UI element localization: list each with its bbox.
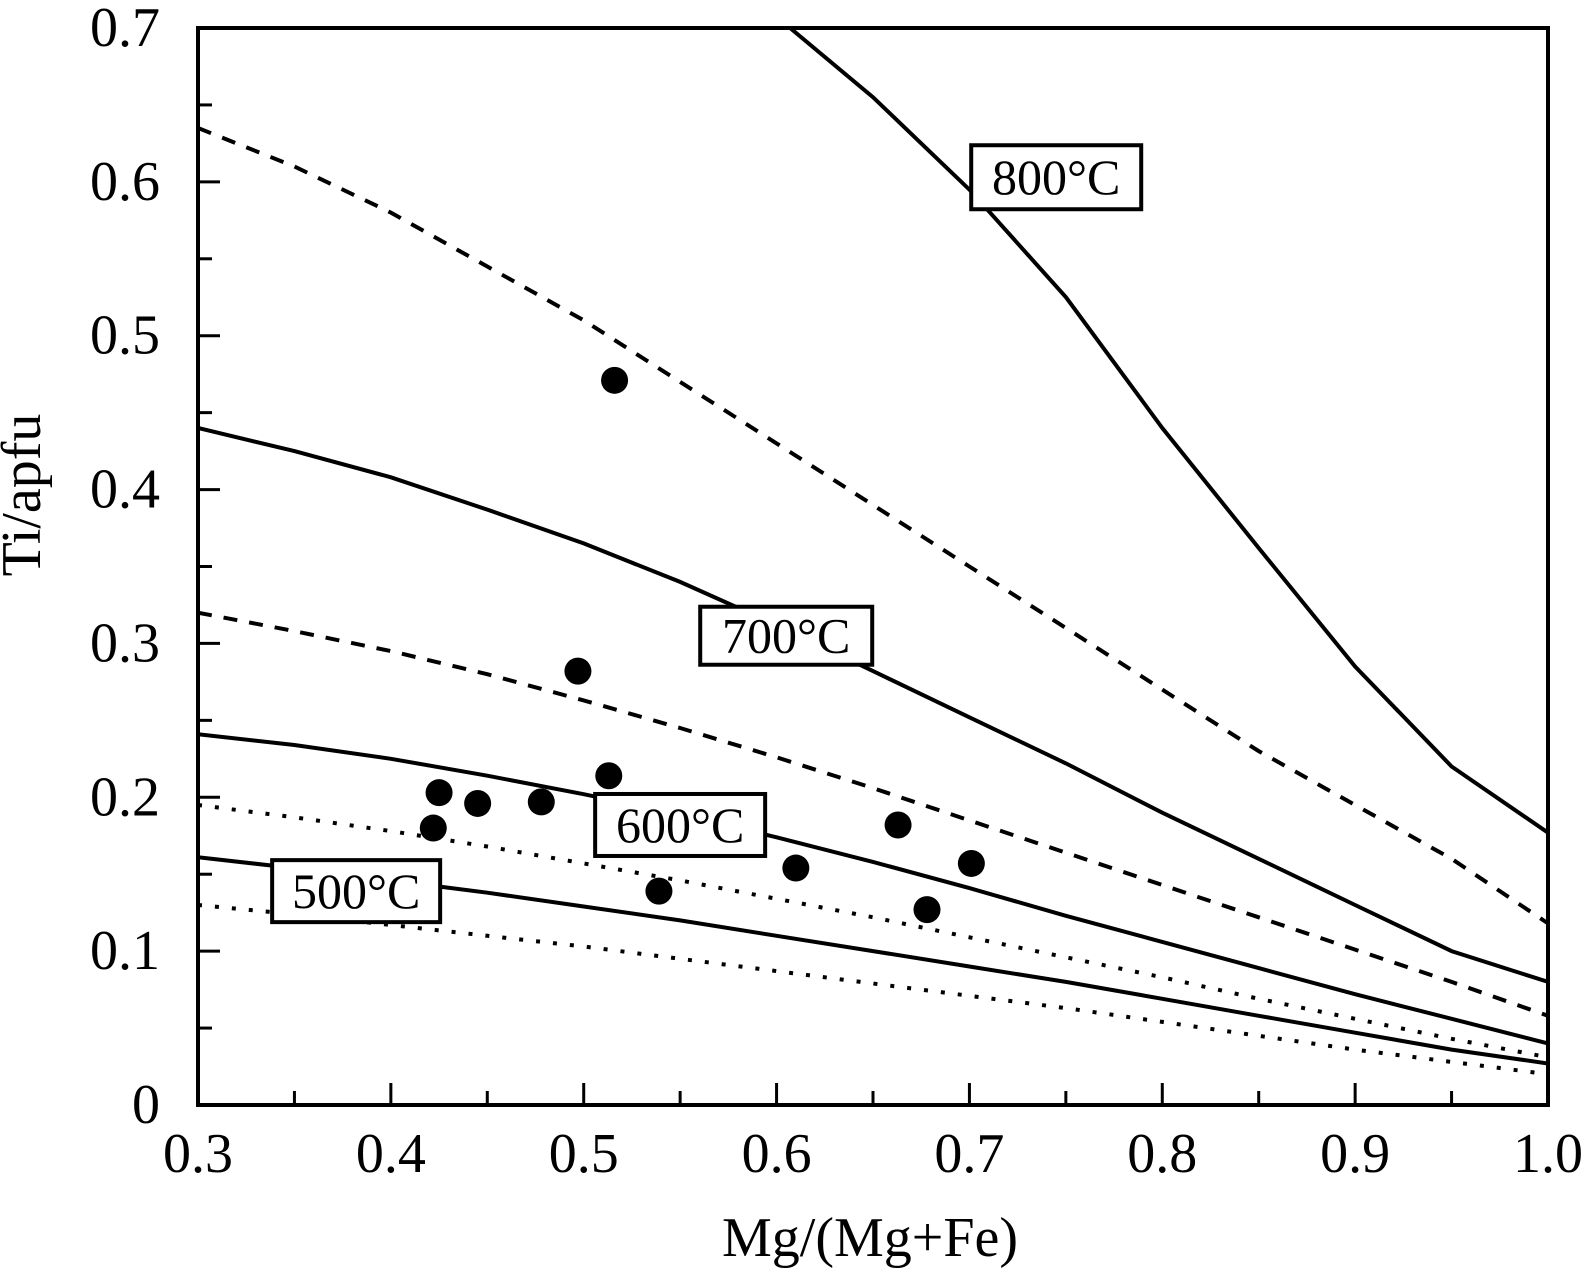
isotherm-line-0 bbox=[788, 28, 1548, 835]
isotherm-label-box-6 bbox=[270, 858, 443, 925]
x-tick-label-4: 0.7 bbox=[934, 1123, 1004, 1185]
data-points bbox=[419, 366, 985, 924]
y-tick-label-0: 0 bbox=[132, 1074, 160, 1136]
data-point-2 bbox=[595, 762, 623, 790]
isotherm-label-text-0: 800°C bbox=[992, 149, 1120, 205]
data-point-5 bbox=[527, 788, 555, 816]
data-point-6 bbox=[419, 814, 447, 842]
isotherm-label-box-4 bbox=[593, 791, 768, 858]
isotherm-line-4 bbox=[198, 732, 1548, 1046]
axes: 0.3 0.4 0.5 0.6 0.7 0.8 0.9 1.0 0 0.1 0.2 0.3 0.4 0.5… bbox=[90, 0, 1583, 1185]
x-tick-label-6: 0.9 bbox=[1320, 1123, 1390, 1185]
y-tick-label-5: 0.5 bbox=[90, 305, 160, 367]
isotherm-line-1 bbox=[198, 126, 1548, 926]
y-axis-title: Ti/apfu bbox=[0, 414, 53, 577]
isotherm-label-2: 700°C bbox=[698, 604, 875, 667]
data-point-0 bbox=[601, 366, 629, 394]
isotherm-curves bbox=[198, 28, 1548, 1077]
y-tick-label-2: 0.2 bbox=[90, 766, 160, 828]
y-tick-label-4: 0.4 bbox=[90, 459, 160, 521]
x-tick-label-2: 0.5 bbox=[549, 1123, 619, 1185]
y-tick-label-3: 0.3 bbox=[90, 612, 160, 674]
isotherm-labels: 800°C 700°C 600°C 500°C bbox=[270, 143, 1144, 925]
isotherm-label-text-2: 700°C bbox=[722, 608, 850, 664]
y-tick-label-6: 0.6 bbox=[90, 151, 160, 213]
isotherm-line-2 bbox=[198, 426, 1548, 984]
isotherm-label-6: 500°C bbox=[270, 858, 443, 925]
isotherm-label-0: 800°C bbox=[969, 143, 1144, 212]
data-point-7 bbox=[884, 811, 912, 839]
x-tick-label-1: 0.4 bbox=[356, 1123, 426, 1185]
y-tick-label-1: 0.1 bbox=[90, 920, 160, 982]
isotherm-label-box-0 bbox=[969, 143, 1144, 212]
data-point-8 bbox=[957, 849, 985, 877]
data-point-1 bbox=[564, 657, 592, 685]
data-point-11 bbox=[913, 896, 941, 924]
data-point-3 bbox=[425, 779, 453, 807]
x-tick-label-3: 0.6 bbox=[742, 1123, 812, 1185]
y-tick-label-7: 0.7 bbox=[90, 0, 160, 59]
x-tick-label-7: 1.0 bbox=[1513, 1123, 1583, 1185]
data-point-10 bbox=[645, 877, 673, 905]
isotherm-line-3 bbox=[198, 610, 1548, 1018]
data-point-4 bbox=[464, 789, 492, 817]
data-point-9 bbox=[782, 854, 810, 882]
isotherm-label-text-4: 600°C bbox=[616, 797, 744, 853]
x-tick-label-0: 0.3 bbox=[163, 1123, 233, 1185]
isotherm-label-4: 600°C bbox=[593, 791, 768, 858]
x-tick-label-5: 0.8 bbox=[1127, 1123, 1197, 1185]
x-axis-title: Mg/(Mg+Fe) bbox=[722, 1207, 1018, 1269]
isotherm-label-text-6: 500°C bbox=[292, 863, 420, 919]
isotherm-label-box-2 bbox=[698, 604, 875, 667]
